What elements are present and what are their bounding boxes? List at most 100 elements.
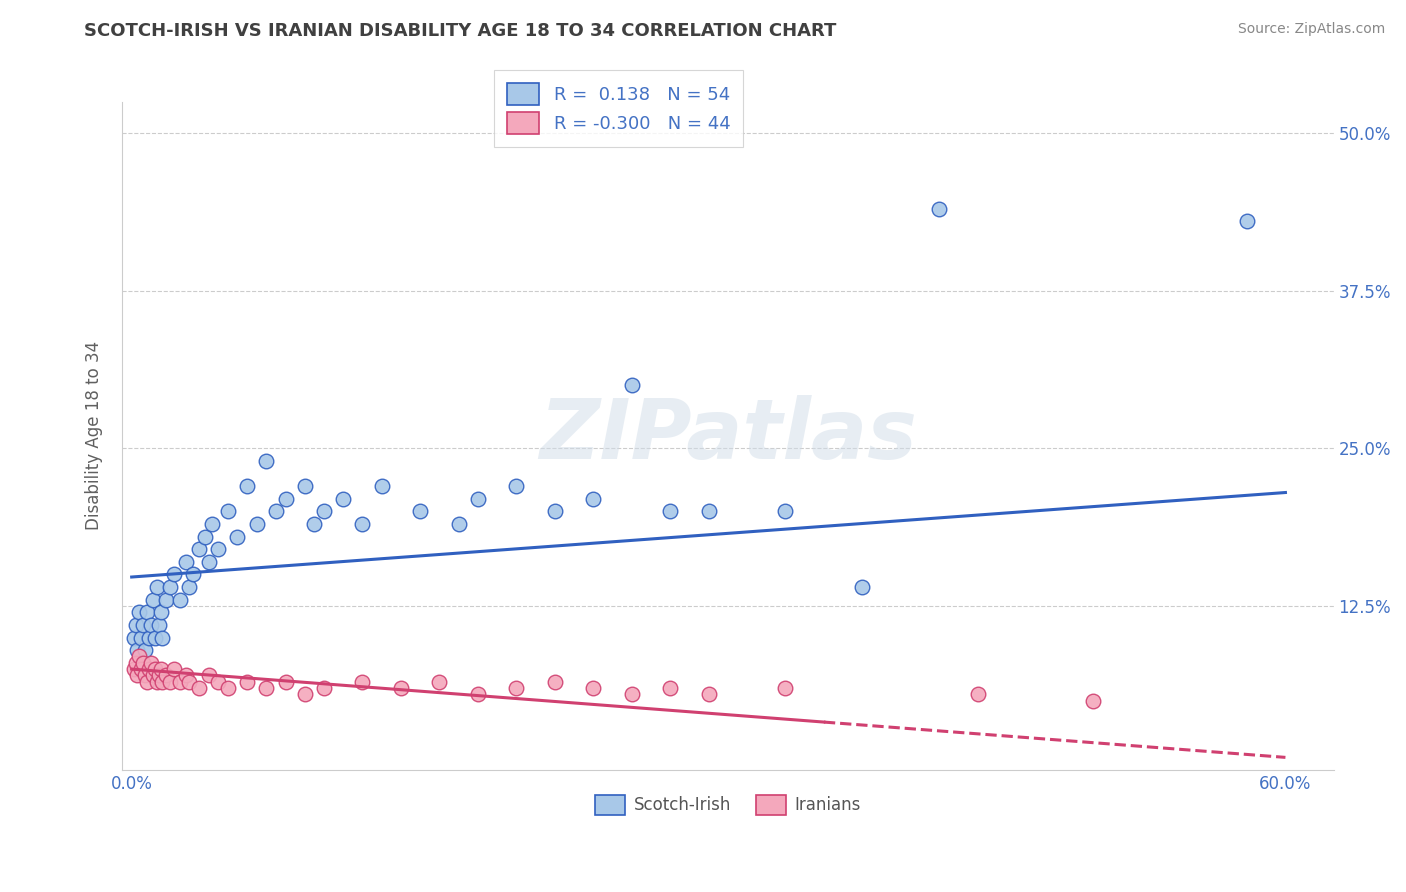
Point bbox=[174, 555, 197, 569]
Point bbox=[122, 631, 145, 645]
Point bbox=[274, 491, 297, 506]
Point bbox=[129, 662, 152, 676]
Point bbox=[128, 649, 150, 664]
Point bbox=[226, 530, 249, 544]
Point bbox=[254, 681, 277, 695]
Point bbox=[370, 479, 392, 493]
Point bbox=[851, 580, 873, 594]
Point bbox=[928, 202, 950, 216]
Point bbox=[132, 656, 155, 670]
Point bbox=[544, 504, 567, 518]
Point bbox=[128, 605, 150, 619]
Point bbox=[163, 567, 186, 582]
Point bbox=[174, 668, 197, 682]
Point bbox=[966, 687, 988, 701]
Point bbox=[136, 674, 159, 689]
Point bbox=[132, 618, 155, 632]
Point bbox=[775, 681, 797, 695]
Point bbox=[659, 681, 682, 695]
Point bbox=[467, 687, 489, 701]
Point bbox=[620, 378, 643, 392]
Point bbox=[134, 668, 156, 682]
Point bbox=[332, 491, 354, 506]
Point bbox=[697, 504, 720, 518]
Y-axis label: Disability Age 18 to 34: Disability Age 18 to 34 bbox=[86, 342, 103, 531]
Point bbox=[352, 674, 374, 689]
Point bbox=[447, 516, 470, 531]
Point bbox=[582, 491, 605, 506]
Point bbox=[179, 674, 201, 689]
Point bbox=[159, 674, 181, 689]
Point bbox=[467, 491, 489, 506]
Point bbox=[152, 674, 174, 689]
Point bbox=[236, 674, 259, 689]
Point bbox=[217, 504, 239, 518]
Point bbox=[139, 656, 162, 670]
Point bbox=[134, 643, 156, 657]
Point bbox=[217, 681, 239, 695]
Point bbox=[143, 631, 166, 645]
Point bbox=[697, 687, 720, 701]
Point bbox=[236, 479, 259, 493]
Point bbox=[142, 592, 165, 607]
Point bbox=[152, 631, 174, 645]
Point bbox=[197, 668, 219, 682]
Point bbox=[264, 504, 287, 518]
Point bbox=[142, 668, 165, 682]
Point bbox=[312, 504, 335, 518]
Point bbox=[544, 674, 567, 689]
Point bbox=[188, 542, 211, 557]
Point bbox=[169, 674, 191, 689]
Point bbox=[352, 516, 374, 531]
Point bbox=[1081, 693, 1104, 707]
Text: SCOTCH-IRISH VS IRANIAN DISABILITY AGE 18 TO 34 CORRELATION CHART: SCOTCH-IRISH VS IRANIAN DISABILITY AGE 1… bbox=[84, 22, 837, 40]
Point bbox=[159, 580, 181, 594]
Point bbox=[138, 631, 160, 645]
Point bbox=[620, 687, 643, 701]
Legend: Scotch-Irish, Iranians: Scotch-Irish, Iranians bbox=[588, 789, 868, 822]
Point bbox=[124, 656, 146, 670]
Point bbox=[129, 631, 152, 645]
Point bbox=[122, 662, 145, 676]
Point bbox=[505, 479, 527, 493]
Point bbox=[139, 618, 162, 632]
Point bbox=[145, 674, 167, 689]
Point bbox=[145, 580, 167, 594]
Point bbox=[155, 668, 177, 682]
Point bbox=[274, 674, 297, 689]
Point bbox=[124, 618, 146, 632]
Point bbox=[194, 530, 217, 544]
Point bbox=[207, 674, 229, 689]
Point bbox=[427, 674, 450, 689]
Point bbox=[312, 681, 335, 695]
Text: Source: ZipAtlas.com: Source: ZipAtlas.com bbox=[1237, 22, 1385, 37]
Point bbox=[149, 662, 172, 676]
Point bbox=[304, 516, 326, 531]
Point bbox=[149, 605, 172, 619]
Point bbox=[155, 592, 177, 607]
Point bbox=[138, 662, 160, 676]
Point bbox=[169, 592, 191, 607]
Point bbox=[163, 662, 186, 676]
Point bbox=[246, 516, 269, 531]
Point bbox=[127, 668, 149, 682]
Point bbox=[136, 605, 159, 619]
Point bbox=[143, 662, 166, 676]
Point bbox=[207, 542, 229, 557]
Point bbox=[505, 681, 527, 695]
Point bbox=[294, 479, 316, 493]
Point bbox=[582, 681, 605, 695]
Point bbox=[409, 504, 432, 518]
Point bbox=[148, 618, 170, 632]
Point bbox=[197, 555, 219, 569]
Point bbox=[254, 454, 277, 468]
Point bbox=[127, 643, 149, 657]
Point bbox=[1236, 214, 1258, 228]
Point bbox=[148, 668, 170, 682]
Text: ZIPatlas: ZIPatlas bbox=[538, 395, 917, 476]
Point bbox=[179, 580, 201, 594]
Point bbox=[181, 567, 204, 582]
Point bbox=[188, 681, 211, 695]
Point bbox=[294, 687, 316, 701]
Point bbox=[201, 516, 224, 531]
